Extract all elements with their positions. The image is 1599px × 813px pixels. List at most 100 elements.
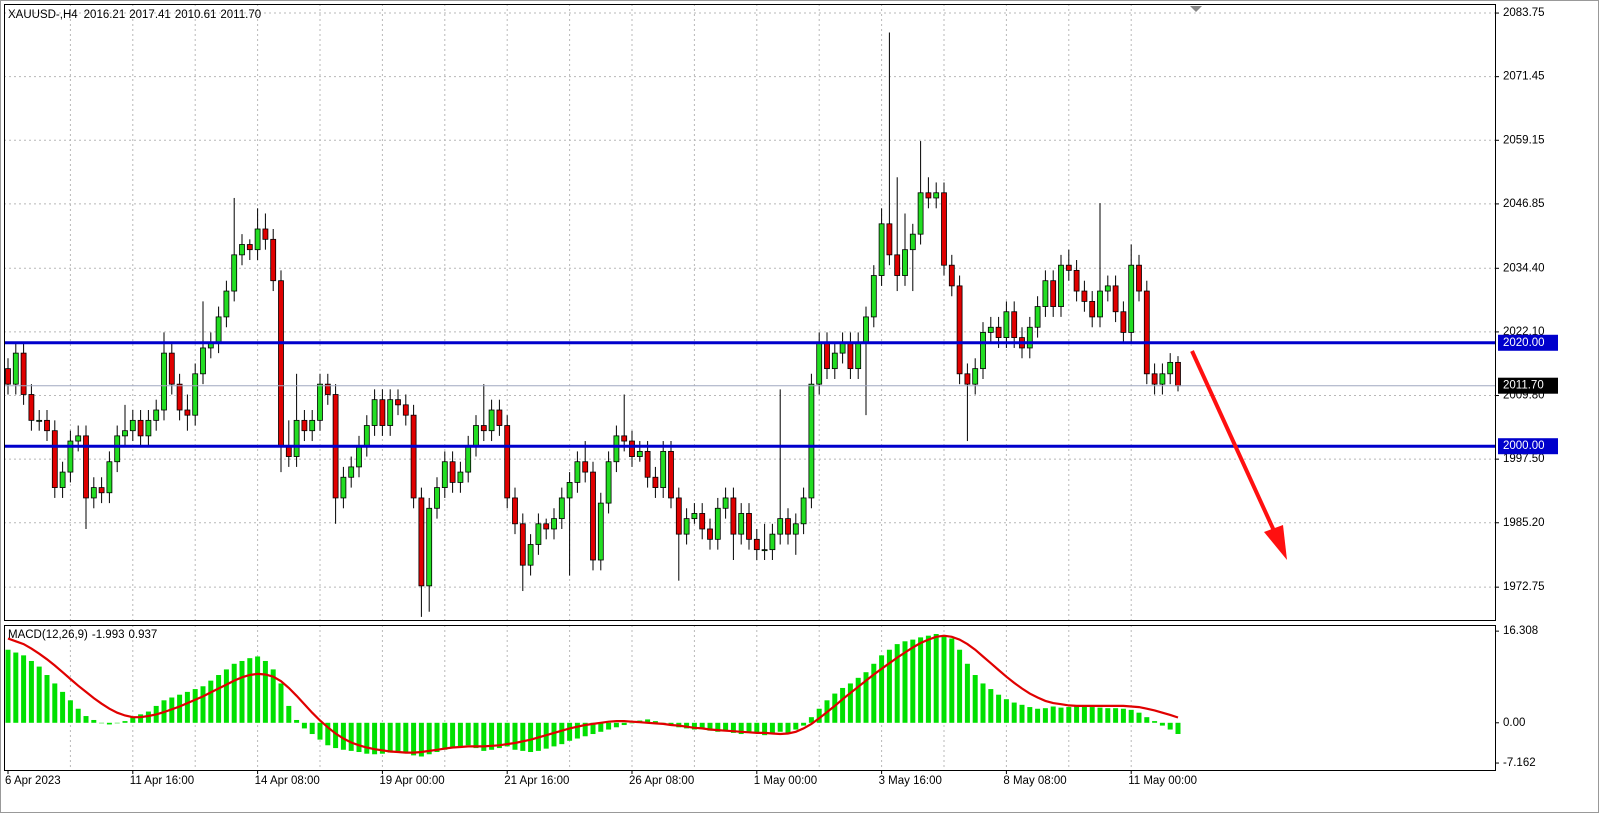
macd-bar <box>122 721 128 723</box>
macd-bar <box>879 655 885 723</box>
macd-bar <box>855 677 861 723</box>
macd-bar <box>1105 708 1111 723</box>
macd-bar <box>863 672 869 723</box>
candle-body <box>1120 311 1127 333</box>
level-label-box <box>1498 334 1558 351</box>
macd-bar <box>247 658 253 723</box>
macd-bar <box>894 644 900 723</box>
macd-bar <box>434 722 440 753</box>
candle-body <box>980 332 986 370</box>
macd-bar <box>1120 708 1126 723</box>
macd-bar <box>606 722 612 730</box>
macd-bar <box>910 639 916 723</box>
candle-body <box>231 254 238 292</box>
candle-body <box>434 487 440 509</box>
candle-body <box>129 419 136 432</box>
macd-bar <box>83 716 89 723</box>
x-tick-label: 1 May 00:00 <box>754 775 817 787</box>
macd-bar <box>1035 708 1041 723</box>
candle-body <box>535 523 542 545</box>
macd-bar <box>972 675 978 723</box>
candle-body <box>644 450 651 478</box>
candle-body <box>933 192 940 199</box>
macd-bar <box>1175 722 1181 734</box>
candle-body <box>278 280 284 447</box>
candle-body <box>777 518 784 535</box>
macd-header: MACD(12,26,9) -1.993 0.937 <box>8 629 157 641</box>
macd-bar <box>36 666 42 723</box>
high-label: 2017.41 <box>129 9 171 21</box>
macd-bar <box>442 722 448 750</box>
macd-bar <box>138 714 144 723</box>
candle-body <box>1034 306 1041 328</box>
macd-bar <box>816 708 822 723</box>
candle-body <box>785 518 791 535</box>
macd-bar <box>5 649 11 723</box>
candle-body <box>512 497 518 525</box>
candle-body <box>574 461 581 483</box>
candle-body <box>184 409 191 416</box>
candle-body <box>1042 280 1049 307</box>
candle-body <box>410 414 417 499</box>
x-tick-label: 26 Apr 08:00 <box>629 775 694 787</box>
macd-bar <box>481 722 487 751</box>
candle-body <box>1112 285 1119 313</box>
candle-body <box>870 275 877 318</box>
macd-bar <box>28 660 34 723</box>
x-tick-label: 6 Apr 2023 <box>5 775 61 787</box>
macd-bar <box>1019 704 1025 723</box>
candle-body <box>1065 264 1072 271</box>
macd-bar <box>13 652 19 723</box>
macd-bar <box>629 722 635 724</box>
macd-bar <box>1050 706 1056 723</box>
candle-body <box>441 461 448 488</box>
macd-bar <box>886 649 892 723</box>
macd-bar <box>1058 707 1064 723</box>
y-tick-label: 1997.50 <box>1503 453 1545 465</box>
candle-body <box>59 471 66 488</box>
candle-body <box>605 461 612 504</box>
y-tick-label: 1972.75 <box>1503 581 1545 593</box>
macd-bar <box>239 660 245 723</box>
x-tick-label: 11 Apr 16:00 <box>130 775 194 787</box>
macd-bar <box>785 722 791 733</box>
candle-body <box>192 373 199 416</box>
candle-body <box>379 399 386 426</box>
candle-body <box>746 513 752 540</box>
candle-body <box>956 285 963 375</box>
candle-body <box>254 228 261 251</box>
candle-body <box>613 435 620 463</box>
candle-body <box>761 549 768 552</box>
macd-bar <box>1027 707 1033 723</box>
macd-bar <box>309 722 315 735</box>
candle-body <box>964 373 971 385</box>
header: XAUUSD-,H4 2016.21 2017.41 2010.61 2011.70 <box>8 9 261 21</box>
last-price-label: 2011.70 <box>1503 380 1544 392</box>
macd-bar <box>949 638 955 723</box>
macd-bar <box>294 719 300 723</box>
candle-body <box>800 497 807 525</box>
macd-bar <box>44 675 50 723</box>
candle-body <box>44 419 50 432</box>
candle-body <box>145 419 152 437</box>
open-label: 2016.21 <box>84 9 126 21</box>
candle-body <box>5 368 11 385</box>
candle-body <box>137 419 144 437</box>
candle-body <box>223 290 230 318</box>
candle-body <box>894 254 901 276</box>
macd-bar <box>450 722 456 749</box>
macd-bar <box>1042 708 1048 723</box>
macd-bar <box>762 722 768 736</box>
price-panel-frame <box>4 4 1496 621</box>
macd-bar <box>379 722 385 754</box>
x-tick-label: 3 May 16:00 <box>879 775 942 787</box>
candle-body <box>824 342 830 370</box>
candle-body <box>270 238 277 282</box>
candle-body <box>691 513 698 520</box>
candle-body <box>395 399 401 406</box>
macd-bar <box>184 691 190 723</box>
candle-body <box>1128 264 1135 333</box>
candle-body <box>285 445 292 457</box>
macd-bar <box>957 649 963 723</box>
